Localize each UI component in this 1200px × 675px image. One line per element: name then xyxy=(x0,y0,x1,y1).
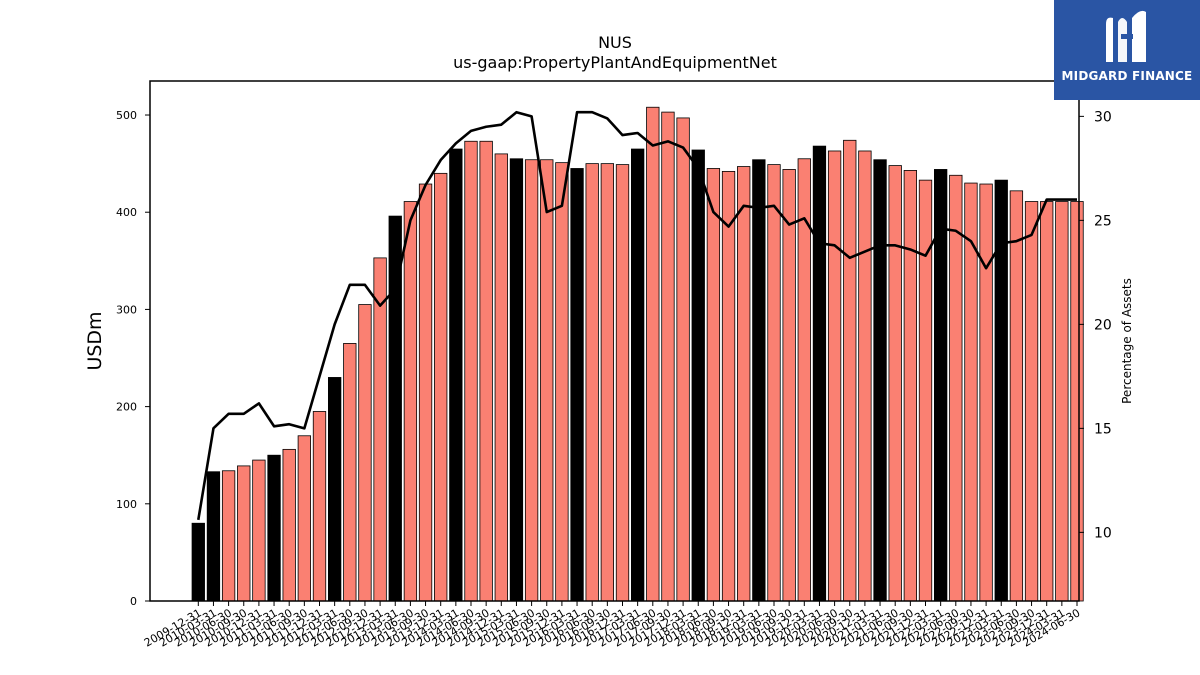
y-tick-label: 200 xyxy=(116,401,137,414)
bar xyxy=(1070,201,1084,602)
bar xyxy=(479,140,493,602)
bar xyxy=(1024,201,1039,602)
bar xyxy=(585,163,599,602)
bar xyxy=(570,168,584,602)
bar xyxy=(676,117,690,602)
bar xyxy=(434,172,448,602)
bar xyxy=(297,435,312,602)
bar xyxy=(327,377,342,602)
bar xyxy=(964,182,978,602)
y-tick-label: 0 xyxy=(130,595,137,608)
bar xyxy=(206,471,221,602)
bar xyxy=(191,522,205,602)
bar xyxy=(524,159,539,602)
bar xyxy=(464,140,478,602)
bar xyxy=(812,145,827,602)
bar xyxy=(237,465,251,602)
bar xyxy=(858,150,872,602)
bar xyxy=(358,304,372,602)
y2-tick-label: 15 xyxy=(1094,421,1112,437)
y-tick-label: 400 xyxy=(116,206,137,219)
bar xyxy=(509,158,524,602)
bar xyxy=(418,183,433,602)
y2-axis-label: Percentage of Assets xyxy=(1120,278,1134,404)
y-tick-label: 500 xyxy=(116,109,137,122)
bar xyxy=(979,183,993,602)
bar xyxy=(646,106,660,602)
bar xyxy=(373,257,387,602)
y2-tick-label: 25 xyxy=(1094,213,1112,229)
bar xyxy=(949,174,963,602)
bar xyxy=(843,139,857,602)
bar xyxy=(221,470,236,602)
bar xyxy=(827,150,842,602)
plot-frame xyxy=(149,80,1080,602)
y-axis-label: USDm xyxy=(84,311,106,370)
y2-tick-label: 10 xyxy=(1094,525,1112,541)
bar xyxy=(691,149,705,602)
bar xyxy=(403,201,418,602)
chart-title: NUS xyxy=(598,33,632,52)
y2-tick-label: 30 xyxy=(1094,109,1112,125)
bar xyxy=(767,164,781,602)
bar xyxy=(873,159,887,602)
bar xyxy=(888,165,902,602)
bar xyxy=(282,448,296,602)
y2-tick-label: 20 xyxy=(1094,317,1112,333)
chart-subtitle: us-gaap:PropertyPlantAndEquipmentNet xyxy=(453,53,777,72)
y-tick-label: 100 xyxy=(116,498,137,511)
bar xyxy=(267,454,281,602)
bar xyxy=(1009,190,1024,602)
bar xyxy=(918,179,933,602)
bar xyxy=(1055,201,1069,602)
bar xyxy=(737,166,751,602)
bar xyxy=(600,163,614,602)
bar xyxy=(631,148,645,602)
bar xyxy=(782,169,796,602)
y-tick-label: 300 xyxy=(116,303,137,316)
bar xyxy=(706,168,721,602)
bar xyxy=(615,164,630,602)
bar xyxy=(752,159,766,602)
bar xyxy=(555,162,569,602)
percentage-line xyxy=(197,110,1077,521)
bar xyxy=(343,343,357,602)
bar xyxy=(903,170,917,602)
bar xyxy=(661,111,675,602)
line-series xyxy=(197,110,1077,521)
right-axis: 10 15 20 25 30 xyxy=(1079,109,1112,541)
bar xyxy=(252,459,266,602)
bar xyxy=(721,170,736,602)
bar xyxy=(494,153,508,602)
brand-name: MIDGARD FINANCE xyxy=(1061,69,1193,83)
bar xyxy=(1040,201,1054,602)
bar xyxy=(312,411,327,602)
midgard-m-logo-icon xyxy=(1106,10,1146,63)
bar xyxy=(540,159,554,602)
brand-logo: MIDGARD FINANCE xyxy=(1054,0,1200,100)
left-axis: 0 100 200 300 400 500 xyxy=(116,109,150,608)
x-axis: 2009-12-312010-03-312010-06-302010-09-30… xyxy=(142,601,1083,650)
bar xyxy=(449,148,463,602)
